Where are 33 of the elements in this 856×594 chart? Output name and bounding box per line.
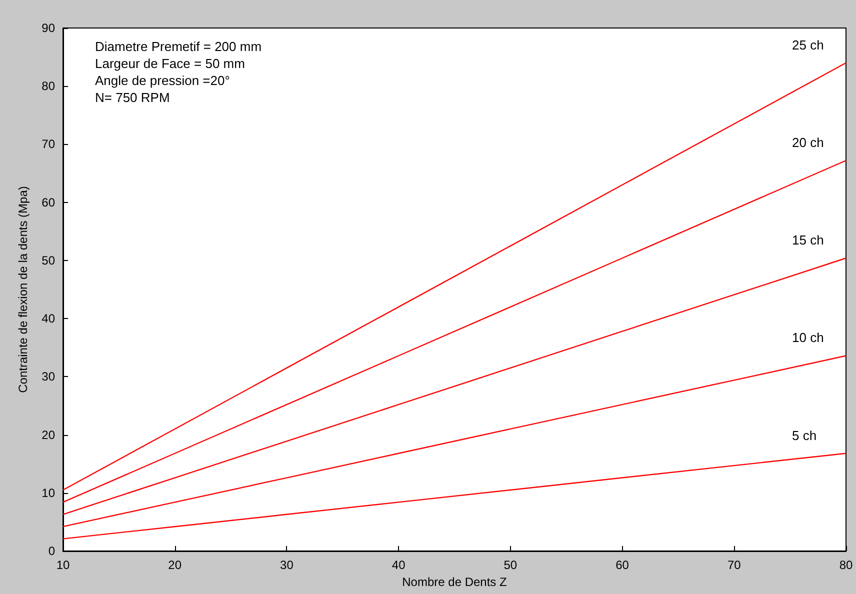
line-series bbox=[62, 160, 847, 503]
series-label: 25 ch bbox=[792, 37, 824, 52]
line-series bbox=[62, 258, 847, 515]
x-tick-label: 20 bbox=[168, 558, 182, 572]
y-tick-label: 70 bbox=[42, 137, 56, 152]
x-tick-label: 80 bbox=[839, 558, 853, 572]
y-tick-label: 40 bbox=[42, 312, 56, 326]
y-tick-label: 20 bbox=[42, 428, 56, 442]
x-tick-label: 70 bbox=[727, 558, 742, 572]
x-tick-label: 50 bbox=[504, 558, 518, 572]
x-tick-label: 30 bbox=[280, 558, 294, 572]
annotation: Largeur de Face = 50 mm bbox=[95, 56, 245, 71]
y-axis-title: Contrainte de flexion de la dents (Mpa) bbox=[16, 186, 30, 393]
y-tick-label: 60 bbox=[42, 195, 56, 210]
line-series bbox=[62, 452, 847, 540]
annotation: N= 750 RPM bbox=[95, 90, 170, 105]
y-tick-label: 90 bbox=[42, 21, 56, 35]
y-tick-label: 80 bbox=[42, 79, 56, 94]
x-axis-title: Nombre de Dents Z bbox=[402, 574, 507, 589]
y-tick-label: 10 bbox=[42, 486, 56, 500]
y-tick-label: 30 bbox=[42, 370, 56, 384]
y-tick-label: 50 bbox=[42, 253, 56, 268]
annotation: Diametre Premetif = 200 mm bbox=[95, 39, 262, 54]
x-tick-label: 40 bbox=[392, 558, 406, 572]
series-label: 5 ch bbox=[792, 428, 817, 443]
y-tick-label: 0 bbox=[48, 544, 56, 558]
line-series bbox=[62, 355, 847, 528]
annotation: Angle de pression =20° bbox=[95, 73, 230, 88]
x-tick-label: 10 bbox=[56, 558, 70, 572]
x-tick-label: 60 bbox=[616, 558, 630, 572]
series-label: 10 ch bbox=[792, 330, 824, 346]
series-label: 20 ch bbox=[792, 134, 824, 150]
series-label: 15 ch bbox=[792, 232, 824, 248]
